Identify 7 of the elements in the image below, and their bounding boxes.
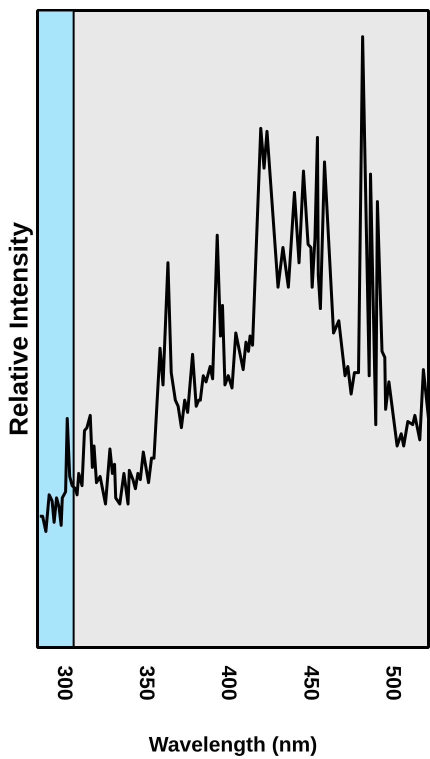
x-tick-label: 400: [217, 666, 240, 701]
y-axis-title: Relative Intensity: [4, 222, 34, 436]
x-axis-title: Wavelength (nm): [148, 734, 318, 757]
x-tick-label: 450: [299, 666, 322, 701]
x-tick-label: 300: [52, 666, 76, 701]
x-tick-label: 350: [135, 666, 158, 701]
x-tick-label: 500: [382, 666, 404, 701]
